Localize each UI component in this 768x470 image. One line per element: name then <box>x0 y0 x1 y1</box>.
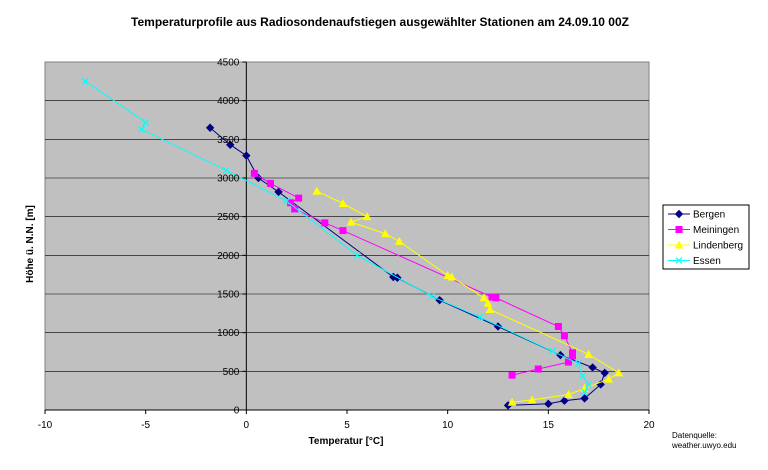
y-tick-label: 1000 <box>217 328 240 339</box>
data-point-lindenberg <box>584 349 593 358</box>
y-tick-label: 2000 <box>217 251 240 262</box>
data-point-lindenberg <box>527 395 537 404</box>
y-tick-label: 2500 <box>217 212 240 223</box>
y-tick-label: 500 <box>223 367 240 378</box>
x-tick-label: 20 <box>643 420 655 431</box>
data-point-meiningen <box>321 219 329 227</box>
y-tick-label: 4500 <box>217 58 240 69</box>
x-tick-label: 10 <box>442 420 454 431</box>
data-point-bergen <box>600 368 609 378</box>
x-axis-title: Temperatur [°C] <box>309 436 384 447</box>
data-point-essen <box>581 388 588 396</box>
data-point-essen <box>353 251 361 259</box>
gridlines <box>45 100 649 372</box>
data-point-lindenberg <box>483 298 493 307</box>
series-meiningen <box>250 169 576 379</box>
data-point-bergen <box>588 363 597 372</box>
data-point-essen <box>222 166 230 174</box>
axes <box>44 61 650 414</box>
data-point-bergen <box>242 151 251 160</box>
data-point-lindenberg <box>380 229 390 238</box>
data-point-lindenberg <box>614 368 624 377</box>
legend-label-essen: Essen <box>693 256 721 267</box>
legend: Bergen Meiningen Lindenberg Essen <box>662 204 750 270</box>
y-tick-label: 3500 <box>217 135 240 146</box>
legend-marker-essen <box>675 257 683 264</box>
data-point-bergen <box>226 140 235 149</box>
legend-marker-lindenberg <box>674 240 684 249</box>
series-layer <box>81 77 624 410</box>
legend-label-bergen: Bergen <box>693 210 725 221</box>
data-point-essen <box>575 360 582 368</box>
data-point-essen <box>585 381 593 388</box>
data-point-lindenberg <box>604 374 614 383</box>
data-point-lindenberg <box>312 186 322 195</box>
data-point-essen <box>283 197 291 205</box>
source-url: weather.uwyo.edu <box>671 441 737 450</box>
data-point-lindenberg <box>507 397 517 406</box>
y-axis-title: Höhe ü. N.N. [m] <box>25 205 36 283</box>
data-point-bergen <box>560 396 569 405</box>
data-point-meiningen <box>560 332 568 340</box>
data-point-bergen <box>544 399 553 409</box>
data-point-lindenberg <box>362 212 372 221</box>
data-point-essen <box>428 292 435 300</box>
x-tick-label: 5 <box>344 420 350 431</box>
plot-area <box>44 61 650 411</box>
x-tick-label: 0 <box>244 420 250 431</box>
y-tick-label: 3000 <box>217 174 240 185</box>
y-tick-label: 0 <box>234 406 240 417</box>
data-point-lindenberg <box>346 217 356 226</box>
y-tick-label: 1500 <box>217 290 240 301</box>
legend-label-lindenberg: Lindenberg <box>693 241 743 252</box>
tick-labels: 0 500 1000 1500 2000 2500 3000 3500 4000 4500 -10 -… <box>38 58 655 432</box>
data-point-meiningen <box>508 371 516 379</box>
data-point-meiningen <box>250 169 258 177</box>
legend-marker-bergen <box>674 209 684 219</box>
chart-title: Temperaturprofile aus Radiosondenaufstie… <box>131 15 629 29</box>
x-tick-label: 15 <box>543 420 555 431</box>
data-point-essen <box>476 313 484 321</box>
data-point-lindenberg <box>443 270 453 279</box>
data-point-lindenberg <box>395 236 404 245</box>
y-tick-label: 4000 <box>217 96 240 107</box>
data-point-essen <box>142 118 150 126</box>
data-point-meiningen <box>266 179 274 187</box>
data-point-essen <box>579 372 586 380</box>
data-point-meiningen <box>295 194 303 202</box>
data-point-bergen <box>389 272 398 282</box>
data-point-bergen <box>205 123 215 132</box>
data-point-meiningen <box>534 365 542 373</box>
data-point-meiningen <box>568 349 576 357</box>
data-point-meiningen <box>488 293 496 301</box>
x-tick-label: -5 <box>141 420 150 431</box>
data-point-meiningen <box>339 227 347 235</box>
data-point-lindenberg <box>338 198 348 208</box>
legend-marker-meiningen <box>675 226 683 233</box>
data-point-bergen <box>580 394 589 403</box>
series-essen <box>81 77 593 396</box>
data-point-essen <box>138 125 146 133</box>
data-point-lindenberg <box>564 389 573 399</box>
data-point-meiningen <box>554 322 562 330</box>
legend-label-meiningen: Meiningen <box>693 225 739 236</box>
data-point-lindenberg <box>479 293 489 302</box>
x-tick-label: -10 <box>38 420 53 431</box>
data-point-essen <box>81 77 89 85</box>
data-point-lindenberg <box>485 304 495 313</box>
data-point-meiningen <box>291 205 299 213</box>
source-label: Datenquelle: <box>672 431 717 440</box>
data-point-essen <box>548 347 556 355</box>
data-point-bergen <box>274 187 283 197</box>
